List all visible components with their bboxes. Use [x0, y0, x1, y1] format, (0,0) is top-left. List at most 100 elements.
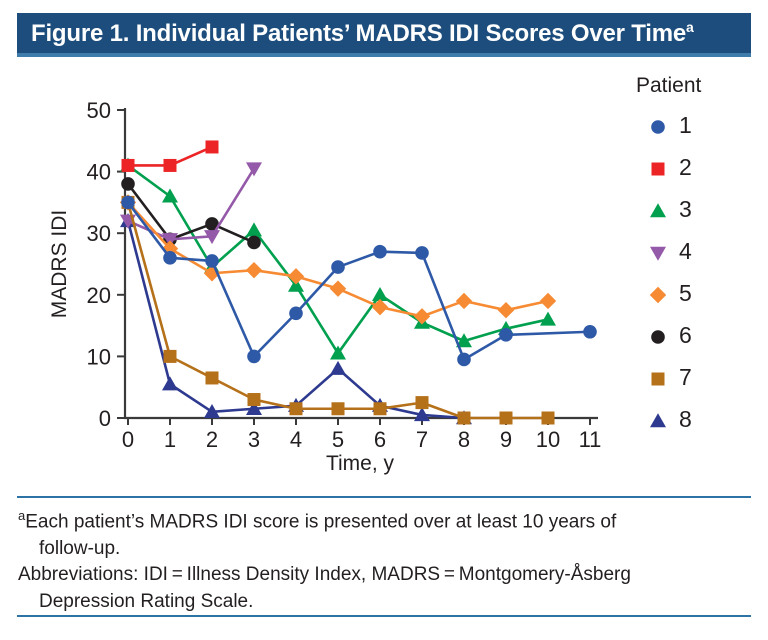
marker-patient-2	[163, 158, 177, 172]
marker-patient-1	[205, 254, 219, 268]
legend-item-patient-3: 3	[648, 196, 756, 222]
legend-marker-patient-5-icon	[648, 284, 668, 304]
legend-marker-patient-7-icon	[648, 368, 668, 388]
x-tick-label: 2	[206, 427, 218, 452]
marker-patient-1	[121, 195, 135, 210]
marker-patient-1	[331, 260, 345, 274]
marker-patient-8	[162, 376, 178, 391]
legend-title: Patient	[636, 74, 702, 97]
legend-marker-patient-4-icon	[648, 242, 668, 262]
x-tick-label: 5	[332, 427, 344, 452]
x-axis-label: Time, y	[326, 452, 395, 475]
marker-patient-5	[245, 261, 263, 279]
marker-patient-6	[247, 235, 261, 250]
marker-patient-1	[499, 328, 513, 342]
footnote-line-4: Depression Rating Scale.	[39, 590, 254, 612]
marker-patient-7	[289, 402, 303, 416]
y-tick-label: 30	[87, 221, 111, 246]
legend-item-patient-1: 1	[648, 112, 756, 138]
series-patient-2	[121, 140, 219, 172]
legend-label: 2	[679, 154, 692, 180]
legend-label: 1	[679, 112, 692, 138]
marker-patient-7	[541, 411, 555, 425]
footnote-line-1: aEach patient’s MADRS IDI score is prese…	[18, 503, 758, 536]
legend-marker-patient-8-icon	[648, 410, 668, 430]
legend-item-patient-7: 7	[648, 364, 756, 390]
x-tick-label: 1	[164, 427, 176, 452]
divider-top	[17, 496, 751, 498]
marker-patient-1	[289, 306, 303, 321]
x-tick-label: 11	[579, 427, 602, 452]
square-glyph	[651, 162, 665, 175]
marker-patient-5	[287, 268, 305, 285]
legend-item-patient-6: 6	[648, 322, 756, 348]
x-tick-label: 6	[374, 427, 386, 452]
line-patient-6	[126, 183, 255, 244]
marker-patient-2	[205, 140, 219, 154]
triangle-down-glyph	[650, 246, 666, 261]
marker-patient-7	[163, 349, 177, 363]
legend-label: 8	[679, 406, 692, 432]
marker-patient-1	[373, 244, 387, 259]
figure-title: Figure 1. Individual Patients’ MADRS IDI…	[31, 20, 687, 47]
marker-patient-3	[456, 333, 472, 348]
divider-bottom	[17, 615, 751, 617]
marker-patient-3	[372, 287, 388, 301]
figure-title-bar: Figure 1. Individual Patients’ MADRS IDI…	[17, 13, 751, 57]
marker-patient-1	[583, 324, 597, 339]
circle-glyph	[651, 329, 665, 344]
y-tick-label: 50	[87, 98, 111, 123]
y-tick-label: 10	[87, 344, 111, 369]
marker-patient-1	[247, 349, 261, 364]
y-axis-label: MADRS IDI	[48, 210, 71, 319]
marker-patient-7	[499, 411, 513, 425]
marker-patient-5	[371, 298, 389, 316]
legend-label: 7	[679, 364, 692, 390]
marker-patient-5	[329, 280, 347, 297]
series-patient-7	[121, 195, 555, 425]
marker-patient-8	[246, 400, 262, 415]
x-tick-label: 8	[458, 427, 470, 452]
legend-label: 6	[679, 322, 692, 348]
legend-item-patient-8: 8	[648, 406, 756, 432]
triangle-up-glyph	[650, 412, 666, 427]
marker-patient-6	[205, 217, 219, 231]
figure-title-superscript: a	[686, 19, 694, 35]
circle-glyph	[651, 119, 665, 134]
marker-patient-7	[205, 371, 219, 385]
marker-patient-7	[373, 402, 387, 416]
marker-patient-2	[121, 158, 135, 172]
legend-label: 4	[679, 238, 692, 264]
footnote-line-2: follow-up.	[39, 537, 121, 559]
marker-patient-1	[415, 246, 429, 260]
footnote-superscript: a	[18, 508, 26, 523]
legend: Patient 1 2 3 4 5 6 7	[636, 74, 756, 450]
legend-marker-patient-2-icon	[648, 158, 668, 178]
legend-item-patient-4: 4	[648, 238, 756, 264]
marker-patient-3	[540, 311, 556, 326]
marker-patient-3	[162, 188, 178, 203]
y-tick-label: 0	[99, 406, 111, 431]
legend-marker-patient-3-icon	[648, 200, 668, 220]
series-patient-1	[121, 195, 597, 367]
legend-label: 5	[679, 280, 692, 306]
y-tick-label: 20	[87, 283, 111, 308]
legend-marker-patient-1-icon	[648, 116, 668, 136]
y-tick-label: 40	[87, 160, 111, 185]
x-tick-label: 10	[536, 427, 560, 452]
footnote-text: Each patient’s MADRS IDI score is presen…	[25, 511, 617, 533]
marker-patient-3	[330, 345, 346, 360]
marker-patient-6	[121, 177, 135, 191]
footnote: aEach patient’s MADRS IDI score is prese…	[18, 503, 758, 615]
legend-item-patient-2: 2	[648, 154, 756, 180]
marker-patient-8	[330, 360, 346, 375]
marker-patient-5	[413, 308, 431, 325]
triangle-up-glyph	[650, 202, 666, 217]
marker-patient-8	[204, 404, 220, 419]
diamond-glyph	[649, 286, 667, 303]
marker-patient-7	[415, 396, 429, 410]
marker-patient-4	[246, 162, 262, 177]
x-tick-label: 4	[290, 427, 302, 452]
marker-patient-1	[457, 352, 471, 367]
